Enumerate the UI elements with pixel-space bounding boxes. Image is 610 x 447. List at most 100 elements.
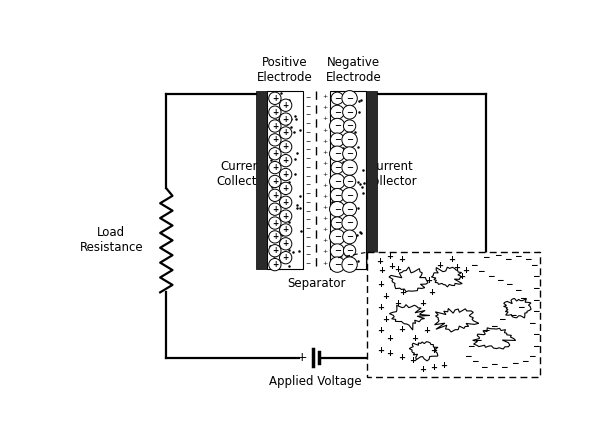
Text: −: − <box>334 219 341 228</box>
Bar <box>256 91 267 269</box>
Text: −: − <box>496 276 503 285</box>
Circle shape <box>269 245 281 257</box>
Text: +: + <box>378 266 386 275</box>
Text: +: + <box>399 288 406 297</box>
Text: −: − <box>305 129 310 134</box>
Text: −: − <box>514 252 522 261</box>
Text: +: + <box>419 299 426 308</box>
Text: +: + <box>394 299 401 308</box>
Text: −: − <box>305 164 310 169</box>
Text: −: − <box>305 217 310 222</box>
Text: Load
Resistance: Load Resistance <box>79 226 143 254</box>
Text: −: − <box>493 251 501 260</box>
Text: +: + <box>377 346 384 354</box>
Circle shape <box>343 147 356 160</box>
Polygon shape <box>434 308 479 332</box>
Circle shape <box>269 203 281 215</box>
Text: −: − <box>334 108 341 117</box>
Text: +: + <box>282 170 289 179</box>
Text: −: − <box>334 177 341 186</box>
Text: +: + <box>377 326 384 335</box>
Text: −: − <box>346 108 353 117</box>
Text: Applied Voltage: Applied Voltage <box>270 375 362 388</box>
Text: −: − <box>305 252 310 257</box>
Text: −: − <box>305 147 310 152</box>
Text: +: + <box>322 116 327 122</box>
Text: −: − <box>346 232 353 241</box>
Text: −: − <box>305 156 310 160</box>
Text: +: + <box>282 239 289 249</box>
Text: −: − <box>305 234 310 239</box>
Text: −: − <box>532 307 540 316</box>
Text: +: + <box>272 191 278 200</box>
Text: +: + <box>272 246 278 255</box>
Text: Separator: Separator <box>287 277 346 290</box>
Circle shape <box>342 215 357 231</box>
Bar <box>366 91 376 269</box>
Text: +: + <box>282 225 289 235</box>
Text: +: + <box>282 128 289 137</box>
Text: −: − <box>509 311 517 320</box>
Circle shape <box>269 217 281 229</box>
Circle shape <box>329 146 345 161</box>
Text: +: + <box>272 177 278 186</box>
Text: −: − <box>305 121 310 126</box>
Circle shape <box>279 238 292 250</box>
Circle shape <box>331 92 343 105</box>
Text: +: + <box>382 315 389 324</box>
Text: +: + <box>398 256 404 265</box>
Text: +: + <box>419 365 426 374</box>
Text: −: − <box>346 191 353 200</box>
Circle shape <box>343 175 356 188</box>
Text: +: + <box>282 184 289 193</box>
Circle shape <box>269 148 281 160</box>
Text: −: − <box>532 295 540 304</box>
Text: +: + <box>272 122 278 131</box>
Circle shape <box>269 258 281 271</box>
Text: −: − <box>530 261 537 270</box>
Text: −: − <box>334 205 341 214</box>
Circle shape <box>343 230 356 244</box>
Text: +: + <box>272 149 278 158</box>
Text: −: − <box>532 342 540 351</box>
Text: −: − <box>346 177 353 186</box>
Text: +: + <box>322 183 327 188</box>
Circle shape <box>269 189 281 202</box>
Circle shape <box>329 174 345 189</box>
Text: −: − <box>475 336 482 345</box>
Text: −: − <box>334 94 341 103</box>
Circle shape <box>343 105 356 119</box>
Text: −: − <box>346 122 353 131</box>
Text: −: − <box>334 232 341 241</box>
Text: −: − <box>532 330 540 339</box>
Circle shape <box>279 182 292 194</box>
Text: −: − <box>500 363 508 371</box>
Text: +: + <box>322 139 327 143</box>
Text: −: − <box>480 363 487 371</box>
Text: +: + <box>322 238 327 244</box>
Circle shape <box>269 134 281 146</box>
Text: +: + <box>322 161 327 166</box>
Text: +: + <box>409 356 416 365</box>
Text: −: − <box>517 303 524 312</box>
Text: −: − <box>305 199 310 204</box>
Text: +: + <box>423 326 430 335</box>
Text: +: + <box>282 211 289 221</box>
Text: +: + <box>430 346 437 354</box>
Circle shape <box>329 229 345 245</box>
Text: −: − <box>514 286 522 295</box>
Text: −: − <box>525 256 532 265</box>
Text: +: + <box>322 249 327 254</box>
Polygon shape <box>409 342 438 361</box>
Text: +: + <box>272 108 278 117</box>
Text: +: + <box>462 266 469 275</box>
Text: −: − <box>346 205 353 214</box>
Text: +: + <box>322 127 327 132</box>
Text: +: + <box>398 353 404 362</box>
Circle shape <box>331 244 344 257</box>
Text: −: − <box>305 226 310 231</box>
Text: −: − <box>305 190 310 195</box>
Text: −: − <box>305 103 310 108</box>
Text: +: + <box>272 163 278 172</box>
Text: +: + <box>322 216 327 221</box>
